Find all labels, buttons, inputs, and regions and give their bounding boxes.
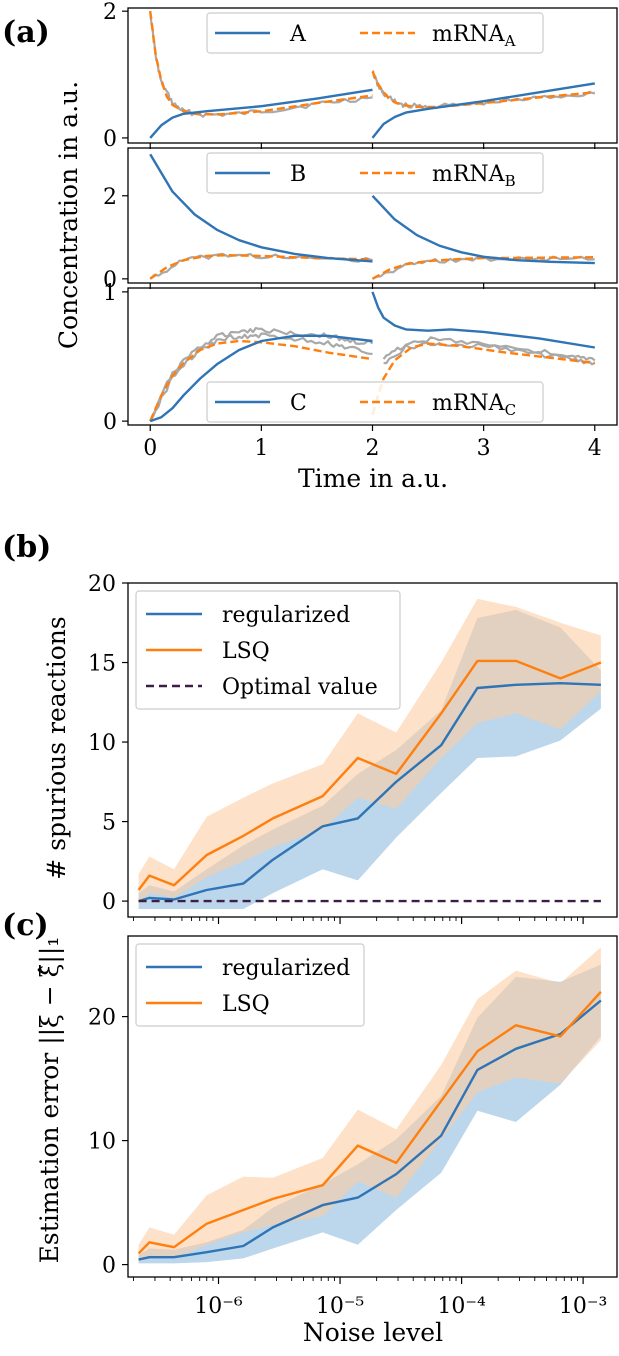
- legend-label: B: [290, 162, 306, 187]
- x-tick-label: 10⁻⁶: [194, 1294, 243, 1319]
- y-tick-label: 20: [88, 1006, 116, 1031]
- panel-label-a: (a): [2, 15, 50, 50]
- legend-label: mRNAC: [432, 391, 516, 419]
- series-line-regularized: [138, 682, 601, 903]
- panel-label-c: (c): [2, 908, 49, 943]
- legend-label: LSQ: [222, 992, 270, 1017]
- y-tick-label: 15: [88, 652, 116, 677]
- x-tick-label: 2: [366, 436, 380, 461]
- series-line-lsq: [137, 990, 602, 1255]
- x-tick-label: 10⁻⁵: [316, 1294, 364, 1319]
- legend-label: C: [290, 391, 307, 416]
- legend-label: mRNAB: [432, 162, 516, 190]
- y-tick-label: 0: [103, 268, 117, 293]
- panel-label-b: (b): [2, 530, 51, 565]
- y-tick-label: 1: [103, 281, 117, 306]
- y-tick-label: 0: [103, 127, 117, 152]
- x-tick-label: 10⁻³: [559, 1294, 607, 1319]
- series-line-mRNA_A: [371, 70, 595, 109]
- series-line-mRNA_C: [149, 339, 373, 422]
- legend-box: [135, 943, 365, 1027]
- y-tick-label: 10: [88, 1130, 116, 1155]
- panel-c-ylabel-text: Estimation error ||ξ − ξ̂||₁: [35, 937, 65, 1264]
- legend-label: regularized: [222, 603, 350, 628]
- panel-c-xlabel: Noise level: [303, 1318, 443, 1347]
- x-tick-label: 1: [254, 436, 268, 461]
- series-line-C: [149, 334, 373, 423]
- panel-b-ylabel: # spurious reactions: [42, 616, 71, 879]
- y-tick-label: 2: [103, 185, 117, 210]
- series-line-A: [371, 82, 595, 139]
- y-tick-label: 5: [102, 811, 116, 836]
- subplot-c: 0 10 20 10⁻⁶ 10⁻⁵ 10⁻⁴ 10⁻³ regularized LSQ: [88, 935, 618, 1319]
- legend-box: [135, 590, 401, 710]
- legend-label: mRNAA: [432, 22, 516, 50]
- legend-label: regularized: [222, 956, 350, 981]
- axes-frame: [127, 582, 618, 918]
- x-tick-label: 4: [588, 436, 602, 461]
- series-line-A: [149, 88, 373, 139]
- legend-label: A: [289, 22, 307, 47]
- noisy-data-line: [372, 70, 596, 111]
- series-line-C: [371, 291, 595, 349]
- x-tick-label: 10⁻⁴: [437, 1294, 486, 1319]
- subplot-a-bottom: 0 1 0 1 2 3 4 C mRNAC: [103, 281, 618, 461]
- legend-label: LSQ: [222, 639, 270, 664]
- noisy-data-line: [372, 255, 595, 280]
- subplot-b: 0 5 10 15 20 regularized LSQ Optimal value: [88, 572, 618, 924]
- series-line-regularized: [138, 999, 602, 1261]
- confidence-band-lsq: [138, 947, 601, 1263]
- y-tick-label: 0: [103, 410, 117, 435]
- panel-a-ylabel: Concentration in a.u.: [54, 81, 83, 349]
- x-tick-label: 0: [143, 436, 157, 461]
- y-tick-label: 0: [102, 890, 116, 915]
- series-line-B: [149, 153, 373, 263]
- series-line-B: [371, 194, 595, 265]
- noisy-data-line: [149, 332, 373, 422]
- y-tick-label: 20: [88, 572, 116, 597]
- subplot-a-middle: 0 2 B mRNAB: [103, 147, 618, 293]
- subplot-a-top: 0 2 A mRNAA: [103, 0, 618, 152]
- noisy-data-line: [149, 326, 374, 422]
- axes-frame: [127, 935, 618, 1278]
- y-tick-label: 2: [103, 0, 117, 25]
- series-line-lsq: [137, 659, 602, 891]
- legend: regularized LSQ: [135, 943, 365, 1027]
- x-tick-label: 3: [477, 436, 491, 461]
- y-tick-label: 10: [88, 731, 116, 756]
- panel-c-ylabel: Estimation error ||ξ − ξ̂||₁: [35, 937, 65, 1264]
- noisy-data-line: [382, 336, 596, 362]
- series-line-mRNA_B: [149, 254, 373, 280]
- panel-a-xlabel: Time in a.u.: [298, 464, 448, 493]
- legend: regularized LSQ Optimal value: [135, 590, 401, 710]
- series-line-mRNA_A: [149, 11, 373, 116]
- series-line-mRNA_B: [371, 256, 595, 280]
- legend-label: Optimal value: [222, 675, 378, 700]
- y-tick-label: 0: [102, 1254, 116, 1279]
